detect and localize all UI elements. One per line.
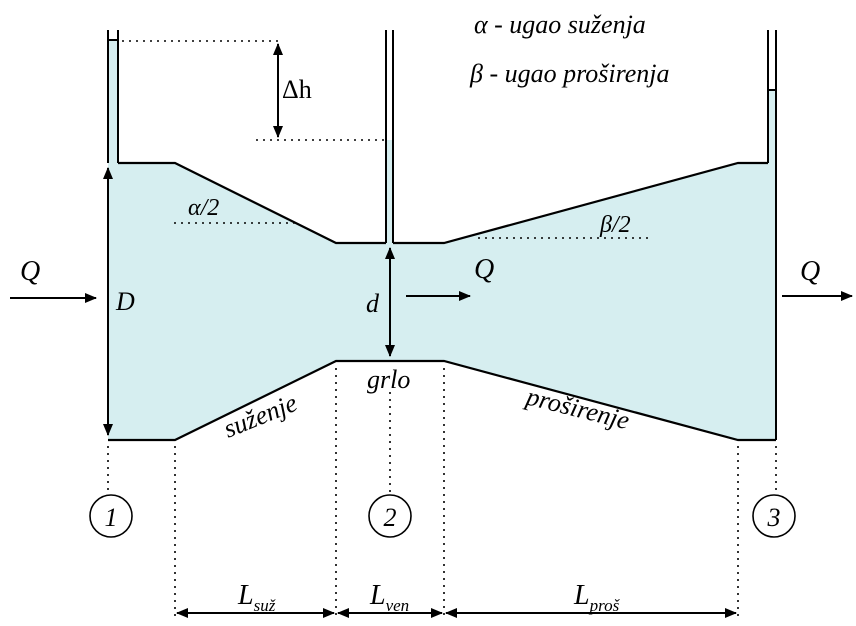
section-guides — [107, 368, 777, 618]
flow-mid-label: Q — [474, 254, 494, 285]
tube-3-water — [768, 90, 776, 163]
pipe-bottom-wall — [108, 359, 776, 442]
big-diameter-label: D — [115, 287, 135, 316]
tube-2-water — [386, 140, 393, 243]
flow-in-label: Q — [20, 256, 40, 287]
section-marker-1: 1 — [89, 494, 133, 538]
contraction-length-sub: suž — [254, 596, 276, 615]
legend: α - ugao suženja β - ugao proširenja — [469, 10, 670, 88]
section-marker-2: 2 — [368, 494, 412, 538]
fluid-region — [108, 163, 776, 440]
section-1-label: 1 — [105, 503, 118, 532]
legend-alpha: α - ugao suženja — [474, 10, 646, 39]
alpha-half-label: α/2 — [188, 195, 219, 221]
throat-length-main: L — [369, 580, 386, 611]
contraction-length-label: Lsuž — [237, 580, 276, 615]
pipe-top-wall — [118, 161, 386, 245]
throat-label: grlo — [367, 365, 410, 394]
head-difference: Δh — [122, 40, 384, 141]
legend-beta: β - ugao proširenja — [469, 59, 670, 88]
tube-1-water — [108, 40, 118, 163]
contraction-length-main: L — [237, 580, 254, 611]
throat-length-sub: ven — [386, 596, 410, 615]
section-2-label: 2 — [384, 503, 397, 532]
beta-half-label: β/2 — [599, 212, 631, 238]
expansion-length-label: Lproš — [573, 580, 621, 615]
section-3-label: 3 — [767, 503, 781, 532]
throat-length-label: Lven — [369, 580, 409, 615]
flow-out-label: Q — [800, 256, 820, 287]
venturi-pipe — [107, 30, 777, 442]
expansion-length-sub: proš — [589, 596, 621, 615]
small-diameter-label: d — [366, 289, 380, 318]
expansion-length-main: L — [573, 580, 590, 611]
pipe-top-wall-right — [393, 161, 768, 245]
delta-h-label: Δh — [282, 75, 312, 104]
section-marker-3: 3 — [752, 494, 796, 538]
